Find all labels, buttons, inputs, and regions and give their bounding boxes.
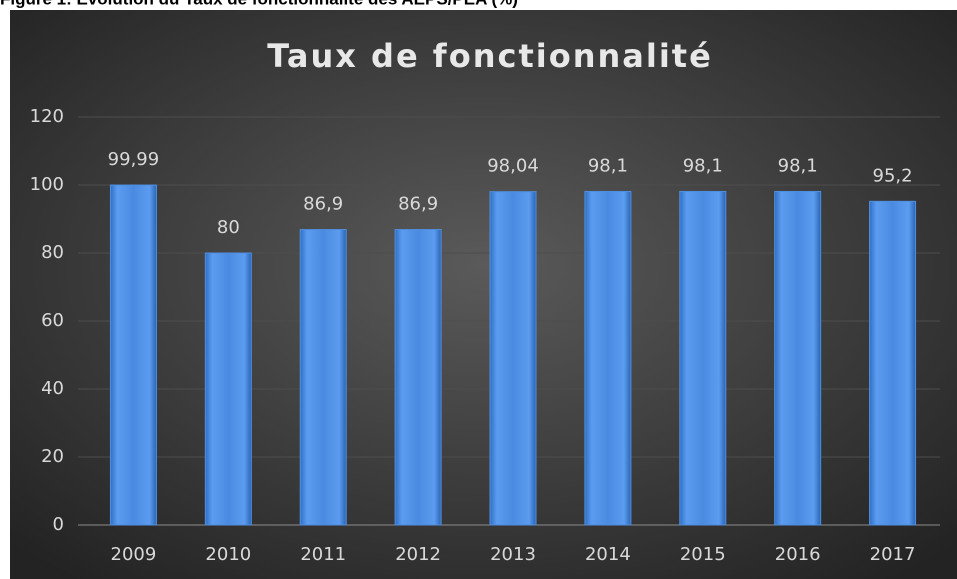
bar: [299, 229, 347, 526]
y-tick-label: 20: [41, 446, 64, 467]
bar: [394, 229, 442, 526]
value-label: 86,9: [398, 194, 438, 215]
x-tick-label: 2017: [870, 544, 916, 565]
x-tick-label: 2010: [205, 544, 251, 565]
bar: [774, 190, 822, 526]
bar: [204, 252, 252, 526]
bar: [584, 190, 632, 526]
figure-caption: Figure 1: Evolution du Taux de fonctionn…: [0, 0, 518, 8]
x-tick-label: 2011: [300, 544, 346, 565]
value-label: 98,04: [487, 156, 539, 177]
y-tick-label: 60: [41, 310, 64, 331]
y-tick-label: 0: [53, 514, 64, 535]
value-label: 98,1: [778, 155, 818, 176]
bar: [489, 191, 537, 526]
bar: [869, 200, 917, 526]
bar: [679, 190, 727, 526]
value-label: 98,1: [683, 155, 723, 176]
x-tick-label: 2016: [775, 544, 821, 565]
x-tick-label: 2014: [585, 544, 631, 565]
chart-title: Taux de fonctionnalité: [267, 37, 713, 75]
x-tick-label: 2009: [111, 544, 157, 565]
bar: [109, 184, 157, 526]
y-tick-label: 40: [41, 378, 64, 399]
value-label: 80: [217, 217, 240, 238]
x-tick-label: 2012: [395, 544, 441, 565]
y-tick-label: 100: [30, 174, 64, 195]
y-tick-label: 120: [30, 106, 64, 127]
value-label: 99,99: [108, 149, 160, 170]
value-label: 86,9: [303, 194, 343, 215]
value-label: 95,2: [873, 165, 913, 186]
x-tick-label: 2015: [680, 544, 726, 565]
value-label: 98,1: [588, 155, 628, 176]
y-tick-label: 80: [41, 242, 64, 263]
x-tick-label: 2013: [490, 544, 536, 565]
